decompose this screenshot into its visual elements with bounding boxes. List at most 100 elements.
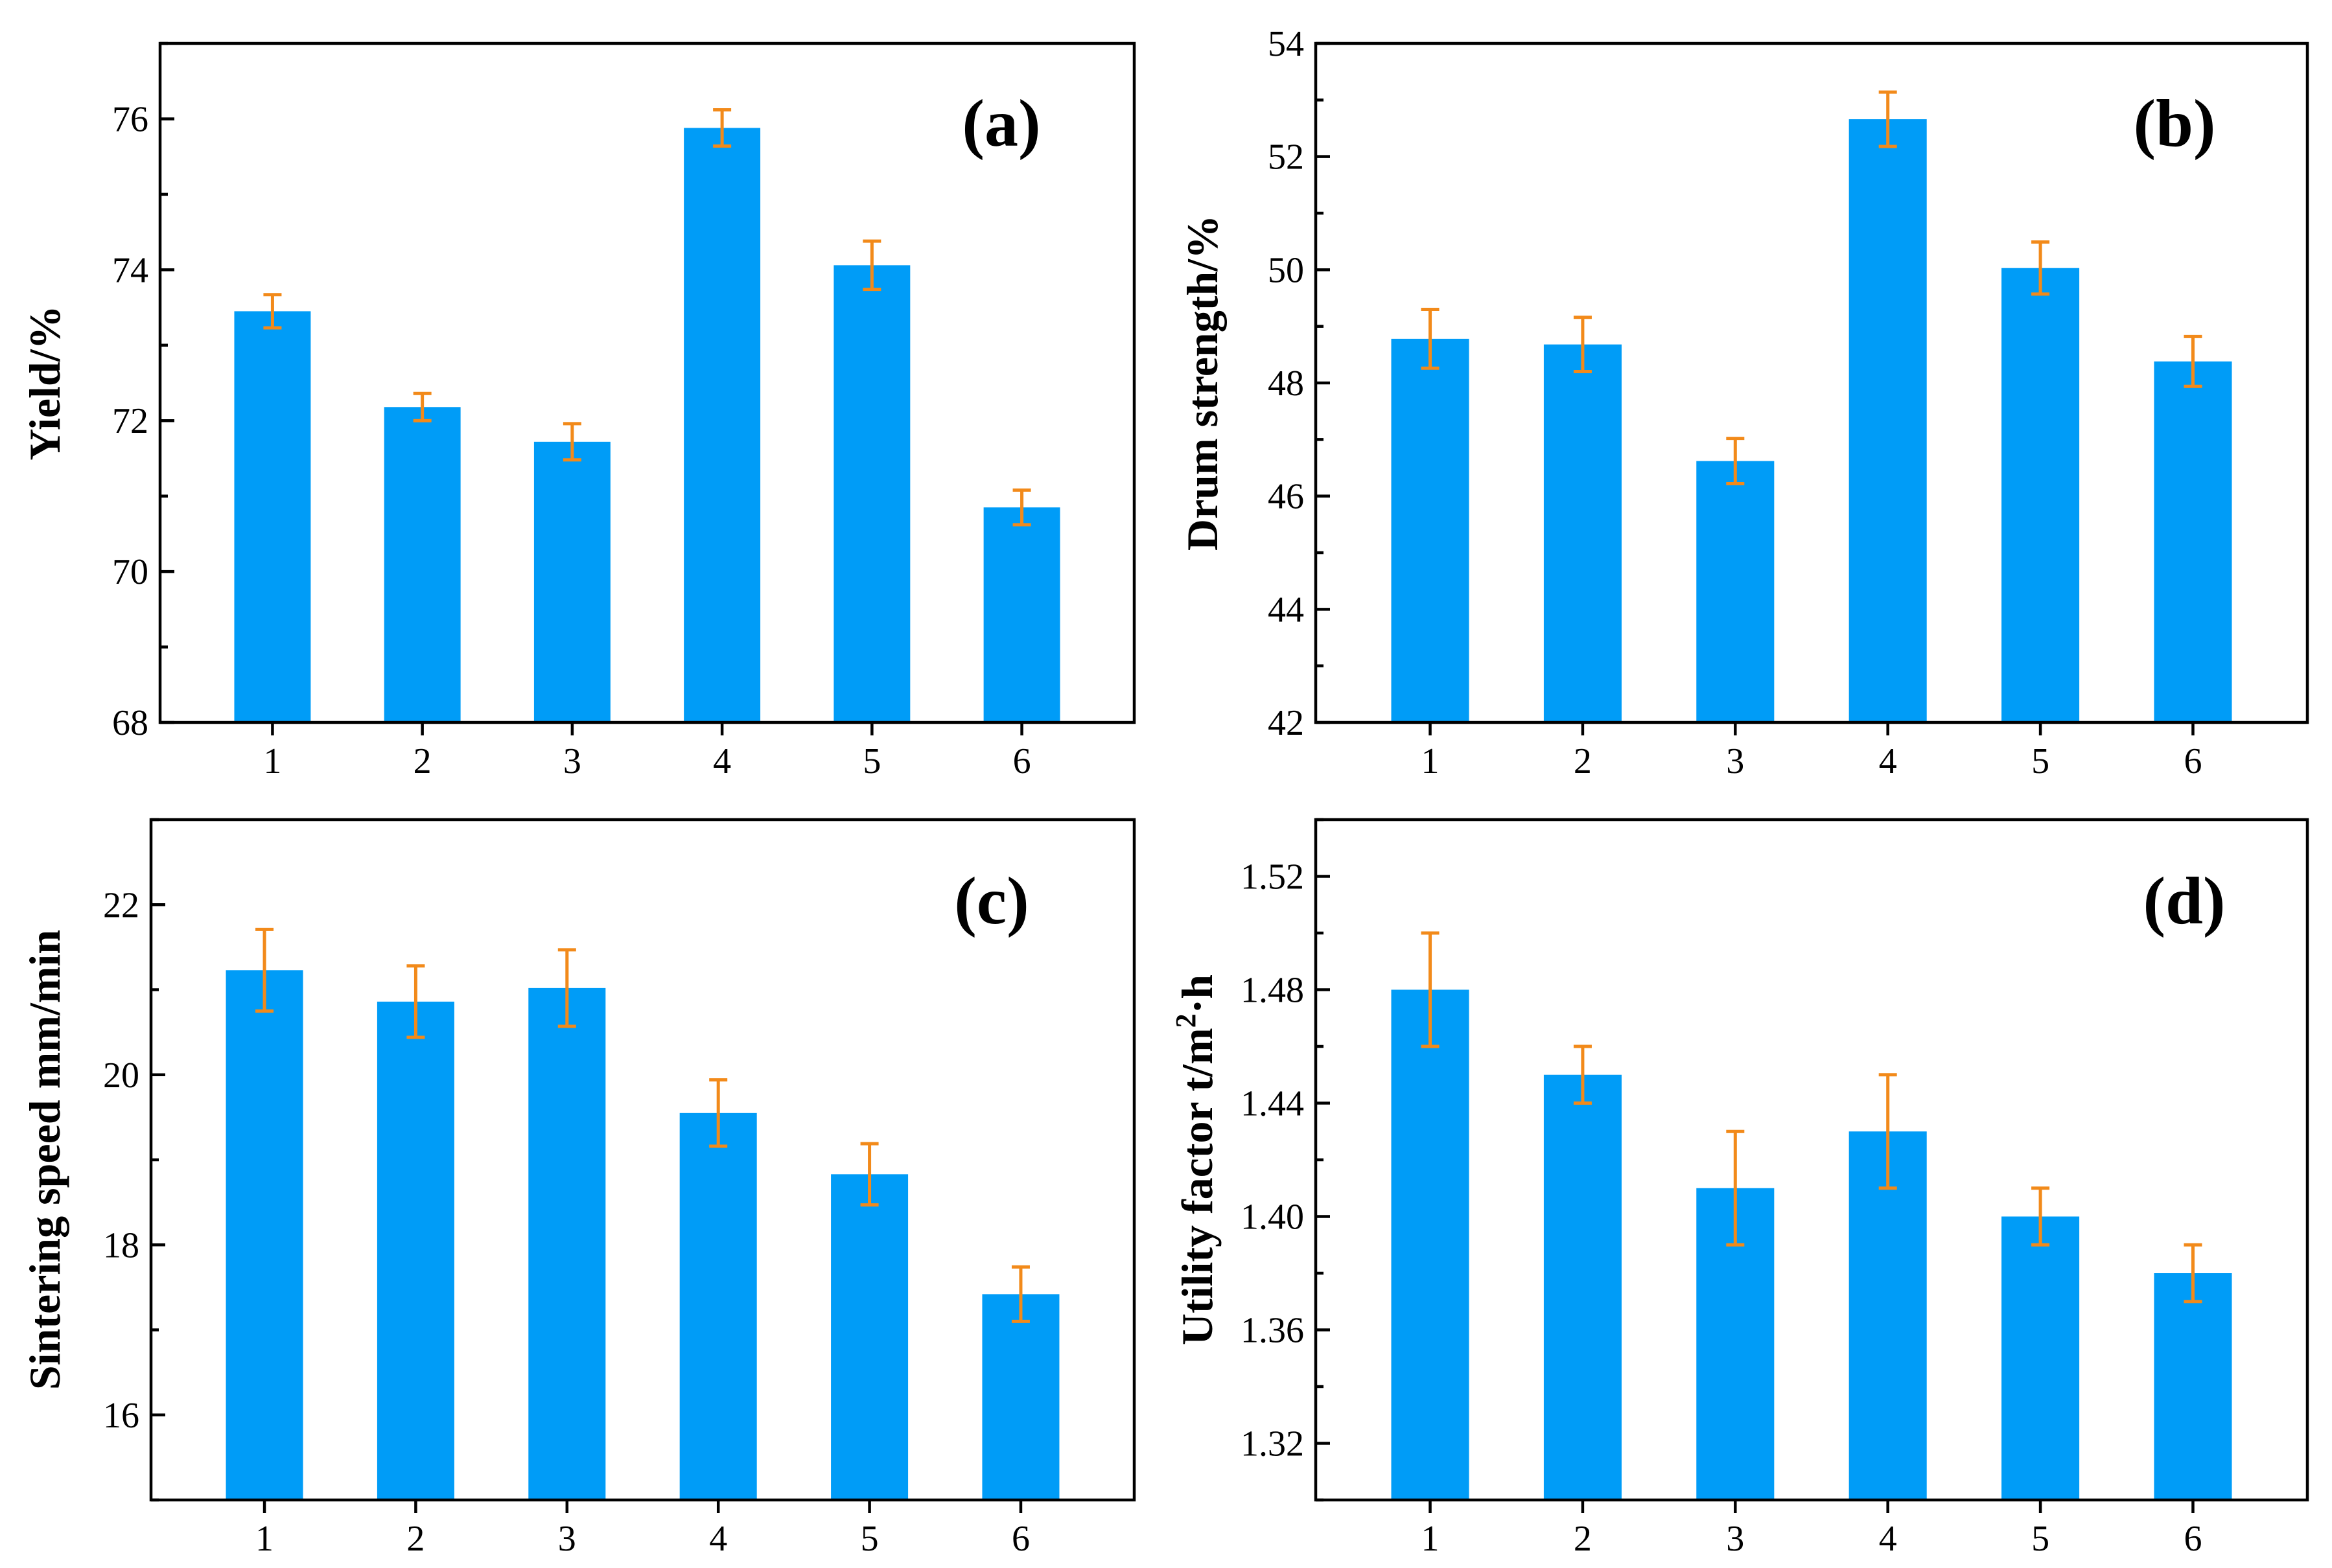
x-tick-label: 6 xyxy=(2184,741,2202,781)
y-tick-label: 20 xyxy=(103,1055,139,1096)
x-tick-label: 5 xyxy=(2031,1519,2049,1559)
bar-2 xyxy=(1543,1074,1622,1500)
error-bar-6 xyxy=(2184,334,2202,388)
bar-6 xyxy=(2154,1273,2232,1500)
x-tick-label: 4 xyxy=(1879,741,1897,781)
error-bar-2 xyxy=(406,964,425,1039)
panel-label: (d) xyxy=(2143,864,2225,938)
panel-1: 68 70 72 74 76 1 2 3 4 5 6 (a) Yield/% xyxy=(20,41,1136,781)
y-tick-label: 46 xyxy=(1268,477,1304,517)
x-tick-label: 3 xyxy=(1726,1519,1744,1559)
x-tick-label: 4 xyxy=(713,741,731,781)
bar-2 xyxy=(384,407,461,722)
error-bar-5 xyxy=(863,239,881,292)
x-tick-label: 6 xyxy=(1013,741,1031,781)
bar-5 xyxy=(2001,1216,2080,1500)
error-bar-5 xyxy=(2031,1186,2050,1247)
error-bar-5 xyxy=(860,1142,879,1207)
bar-1 xyxy=(234,311,311,722)
bar-2 xyxy=(377,1001,454,1500)
bar-4 xyxy=(1848,119,1927,722)
x-tick-label: 1 xyxy=(1421,1519,1440,1559)
axes-frame xyxy=(158,41,1136,724)
error-bar-2 xyxy=(1573,316,1592,374)
bar-5 xyxy=(834,265,911,722)
x-tick-label: 1 xyxy=(1421,741,1440,781)
x-tick-label: 5 xyxy=(2031,741,2049,781)
panel-label: (a) xyxy=(962,86,1040,161)
y-tick-label: 42 xyxy=(1268,703,1304,743)
error-bar-4 xyxy=(709,1078,728,1148)
y-tick-label: 74 xyxy=(112,250,148,290)
error-bar-1 xyxy=(263,293,282,330)
bar-4 xyxy=(679,1113,757,1500)
y-tick-label: 48 xyxy=(1268,363,1304,404)
error-bar-4 xyxy=(1878,90,1897,148)
bar-4 xyxy=(1848,1131,1927,1500)
x-tick-label: 5 xyxy=(863,741,881,781)
x-tick-label: 2 xyxy=(1574,741,1592,781)
error-bar-6 xyxy=(1011,1265,1030,1323)
error-bar-6 xyxy=(2184,1243,2202,1304)
y-tick-label: 1.48 xyxy=(1241,971,1304,1011)
x-tick-label: 3 xyxy=(558,1519,576,1559)
bar-3 xyxy=(528,987,606,1500)
bar-1 xyxy=(1391,989,1469,1500)
x-tick-label: 6 xyxy=(2184,1519,2202,1559)
bar-3 xyxy=(533,441,611,722)
y-tick-label: 1.44 xyxy=(1241,1084,1304,1124)
y-tick-label: 54 xyxy=(1268,24,1304,64)
bar-6 xyxy=(982,1294,1060,1500)
y-tick-label: 22 xyxy=(103,885,139,925)
y-axis-label: Drum strength/% xyxy=(1178,215,1227,551)
panel-3: 16 18 20 22 1 2 3 4 5 6 (c) Sintering speed mm/min xyxy=(20,818,1136,1559)
y-tick-label: 1.36 xyxy=(1241,1311,1304,1351)
x-tick-label: 5 xyxy=(861,1519,879,1559)
y-axis-label: Utility factor t/m2·h xyxy=(1170,974,1222,1345)
y-tick-label: 76 xyxy=(112,99,148,139)
x-tick-label: 1 xyxy=(263,741,281,781)
error-bar-3 xyxy=(1726,1129,1745,1247)
y-axis-label: Yield/% xyxy=(20,305,69,460)
bar-5 xyxy=(831,1174,909,1500)
error-bar-1 xyxy=(255,927,274,1013)
y-tick-label: 50 xyxy=(1268,250,1304,290)
bar-1 xyxy=(1391,338,1469,722)
panel-4: 1.32 1.36 1.40 1.44 1.48 1.52 1 2 3 4 5 6 (d) Utility… xyxy=(1170,818,2309,1559)
bar-6 xyxy=(983,507,1060,722)
bar-6 xyxy=(2154,361,2232,722)
bar-4 xyxy=(684,128,761,722)
x-tick-label: 4 xyxy=(1879,1519,1897,1559)
bar-1 xyxy=(226,970,303,1500)
x-tick-label: 2 xyxy=(414,741,432,781)
x-tick-label: 3 xyxy=(1726,741,1744,781)
x-tick-label: 6 xyxy=(1012,1519,1030,1559)
x-tick-label: 1 xyxy=(255,1519,274,1559)
x-tick-label: 2 xyxy=(1574,1519,1592,1559)
bar-5 xyxy=(2001,268,2080,722)
x-tick-label: 2 xyxy=(406,1519,425,1559)
panel-label: (b) xyxy=(2133,86,2215,161)
error-bar-3 xyxy=(563,422,581,462)
x-tick-label: 3 xyxy=(563,741,581,781)
bar-3 xyxy=(1696,461,1775,722)
error-bar-3 xyxy=(557,948,576,1028)
y-axis-label: Sintering speed mm/min xyxy=(20,930,69,1390)
y-tick-label: 1.32 xyxy=(1241,1424,1304,1464)
y-tick-label: 44 xyxy=(1268,590,1304,630)
y-tick-label: 68 xyxy=(112,703,148,743)
error-bar-2 xyxy=(413,391,432,422)
panel-2: 42 44 46 48 50 52 54 1 2 3 4 5 6 (b) Drum strength/% xyxy=(1178,24,2309,781)
error-bar-4 xyxy=(1878,1073,1897,1190)
y-tick-label: 72 xyxy=(112,401,148,441)
error-bar-1 xyxy=(1421,307,1440,370)
panel-label: (c) xyxy=(954,864,1029,938)
y-tick-label: 1.40 xyxy=(1241,1197,1304,1238)
error-bar-3 xyxy=(1726,437,1745,485)
error-bar-5 xyxy=(2031,240,2050,296)
x-tick-label: 4 xyxy=(709,1519,727,1559)
y-tick-label: 70 xyxy=(112,552,148,592)
y-tick-label: 52 xyxy=(1268,137,1304,178)
y-tick-label: 1.52 xyxy=(1241,857,1304,897)
